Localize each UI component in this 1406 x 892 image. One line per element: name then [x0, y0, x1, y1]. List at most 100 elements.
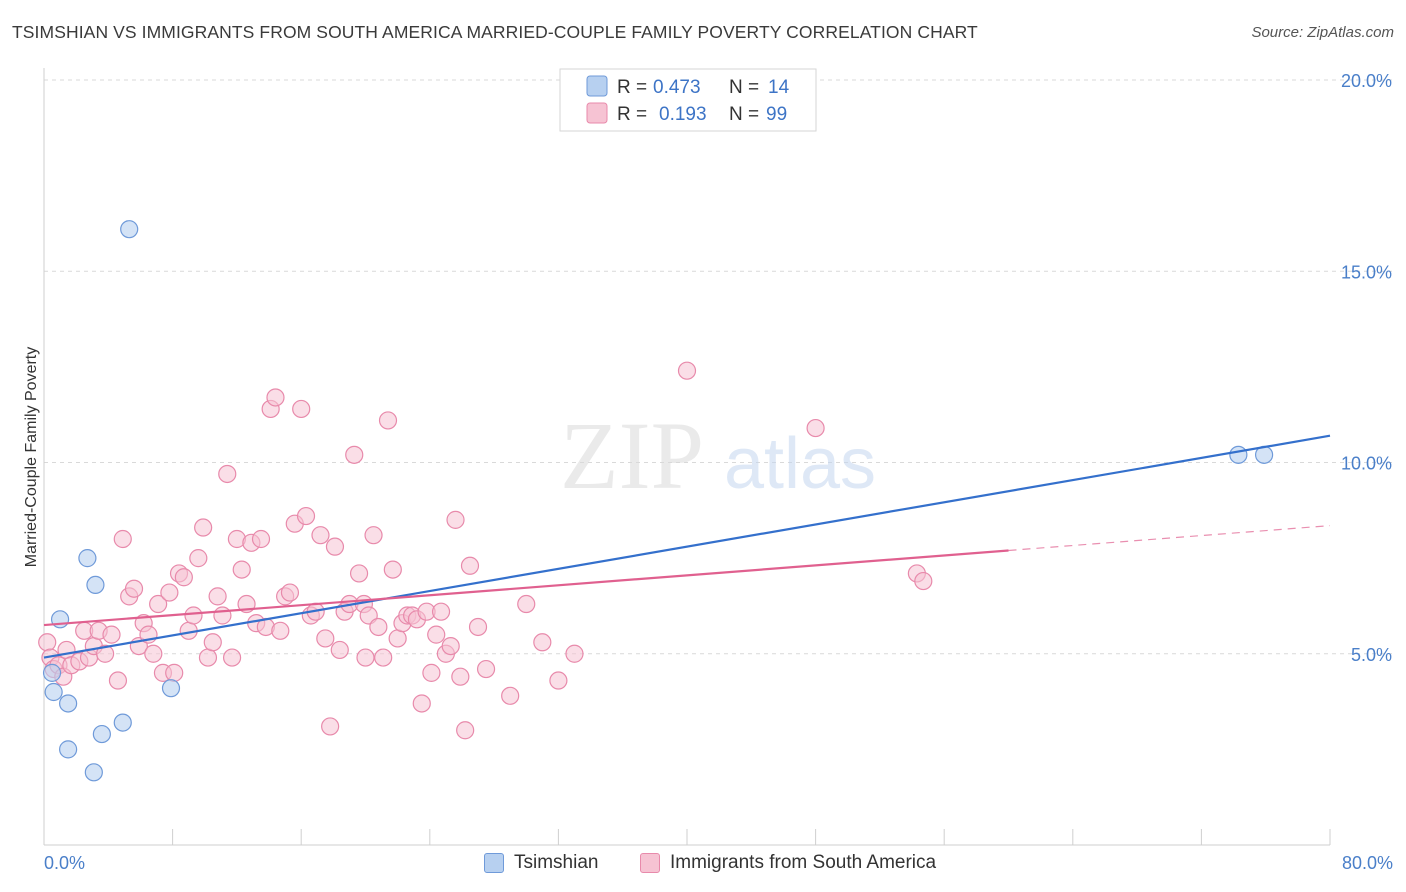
trend-line-immigrants-extension	[1008, 525, 1331, 552]
point-tsimshian-0	[42, 663, 62, 682]
point-immigrants-13	[102, 625, 121, 644]
point-immigrants-14	[108, 671, 128, 690]
point-immigrants-92	[549, 671, 568, 690]
point-tsimshian-1	[44, 682, 63, 702]
legend-n-value-2: 99	[766, 104, 787, 125]
point-tsimshian-4	[59, 740, 78, 759]
watermark-zip: ZIP	[560, 402, 704, 509]
point-immigrants-39	[232, 560, 251, 579]
point-immigrants-37	[222, 648, 242, 667]
point-immigrants-30	[189, 549, 208, 568]
point-immigrants-76	[412, 694, 431, 713]
y-tick-label-3: 20.0%	[1341, 71, 1392, 91]
point-immigrants-95	[806, 418, 825, 438]
source-label: Source: ZipAtlas.com	[1251, 24, 1394, 41]
point-immigrants-35	[213, 606, 232, 625]
point-immigrants-86	[460, 556, 480, 575]
point-immigrants-58	[325, 537, 345, 556]
point-immigrants-21	[144, 644, 163, 663]
point-immigrants-46	[266, 388, 285, 407]
axis-layer: 5.0% 10.0% 15.0% 20.0% 0.0% 80.0%	[43, 68, 1393, 873]
chart-title: TSIMSHIAN VS IMMIGRANTS FROM SOUTH AMERI…	[12, 22, 978, 42]
bottom-legend-label-tsimshian: Tsimshian	[514, 852, 599, 873]
point-tsimshian-9	[113, 713, 132, 732]
legend-r-label-2: R =	[617, 104, 647, 125]
legend-r-label-1: R =	[617, 77, 647, 98]
point-immigrants-55	[311, 526, 330, 545]
point-immigrants-56	[316, 629, 335, 648]
point-tsimshian-10	[120, 220, 139, 239]
point-immigrants-52	[296, 506, 316, 526]
point-immigrants-80	[431, 602, 451, 621]
y-tick-label-1: 10.0%	[1341, 454, 1392, 474]
point-immigrants-82	[441, 636, 460, 656]
point-immigrants-83	[446, 510, 465, 529]
bottom-legend-immigrants: Immigrants from South America	[640, 852, 936, 874]
point-tsimshian-7	[84, 763, 103, 782]
point-immigrants-93	[565, 644, 584, 663]
point-immigrants-71	[388, 629, 407, 648]
trend-line-immigrants	[43, 549, 1009, 627]
point-immigrants-47	[271, 621, 290, 640]
point-immigrants-59	[330, 640, 349, 660]
point-immigrants-89	[501, 686, 520, 705]
point-immigrants-27	[174, 568, 193, 587]
point-immigrants-97	[914, 571, 933, 591]
bottom-legend-label-immigrants: Immigrants from South America	[670, 852, 937, 873]
point-immigrants-94	[677, 361, 697, 380]
point-immigrants-15	[113, 529, 132, 549]
point-immigrants-78	[422, 663, 441, 682]
point-immigrants-17	[124, 579, 144, 598]
trend-lines	[43, 434, 1331, 659]
trend-line-tsimshian	[43, 434, 1331, 659]
series-tsimshian-points	[42, 220, 1274, 782]
point-immigrants-43	[251, 529, 271, 549]
point-immigrants-22	[149, 594, 168, 614]
point-immigrants-62	[345, 445, 364, 464]
point-immigrants-51	[292, 399, 311, 419]
y-tick-label-2: 15.0%	[1341, 262, 1392, 282]
y-tick-label-0: 5.0%	[1351, 645, 1392, 665]
point-tsimshian-8	[92, 724, 111, 744]
point-immigrants-90	[517, 594, 536, 614]
legend-n-label-2: N =	[729, 104, 759, 125]
bottom-legend-swatch-tsimshian	[484, 853, 504, 873]
point-immigrants-98	[356, 648, 375, 667]
point-immigrants-66	[364, 526, 383, 545]
legend-n-value-1: 14	[768, 77, 790, 98]
point-immigrants-36	[218, 464, 237, 484]
point-immigrants-91	[533, 633, 552, 652]
point-immigrants-0	[38, 633, 57, 652]
point-immigrants-24	[160, 583, 179, 602]
bottom-legend-swatch-immigrants	[640, 853, 660, 873]
point-immigrants-68	[374, 648, 393, 667]
point-immigrants-25	[165, 663, 184, 682]
point-immigrants-34	[208, 587, 227, 606]
point-immigrants-67	[369, 617, 388, 637]
legend-r-value-2: 0.193	[659, 104, 707, 125]
point-immigrants-87	[468, 617, 488, 637]
legend-r-value-1: 0.473	[653, 77, 701, 98]
point-tsimshian-6	[86, 575, 105, 595]
point-tsimshian-5	[78, 549, 97, 568]
y-axis-label: Married-Couple Family Poverty	[23, 347, 40, 568]
stats-legend: R = 0.473 N = 14 R = 0.193 N = 99	[559, 68, 817, 132]
x-tick-label-0: 0.0%	[44, 853, 85, 873]
point-tsimshian-11	[161, 679, 181, 698]
watermark-atlas: atlas	[724, 424, 876, 504]
point-immigrants-85	[456, 721, 475, 740]
point-immigrants-29	[184, 606, 203, 625]
point-tsimshian-3	[59, 694, 78, 713]
point-tsimshian-12	[1229, 445, 1248, 464]
point-immigrants-70	[383, 560, 402, 579]
bottom-legend: Tsimshian Immigrants from South America	[0, 852, 1406, 878]
x-tick-label-1: 80.0%	[1342, 853, 1393, 873]
legend-n-label-1: N =	[729, 77, 759, 98]
point-immigrants-49	[280, 583, 300, 602]
point-immigrants-84	[451, 667, 470, 686]
point-immigrants-32	[198, 648, 218, 667]
point-immigrants-57	[321, 717, 340, 736]
legend-swatch-immigrants	[586, 102, 608, 124]
point-immigrants-31	[194, 518, 213, 537]
point-immigrants-88	[476, 659, 496, 679]
